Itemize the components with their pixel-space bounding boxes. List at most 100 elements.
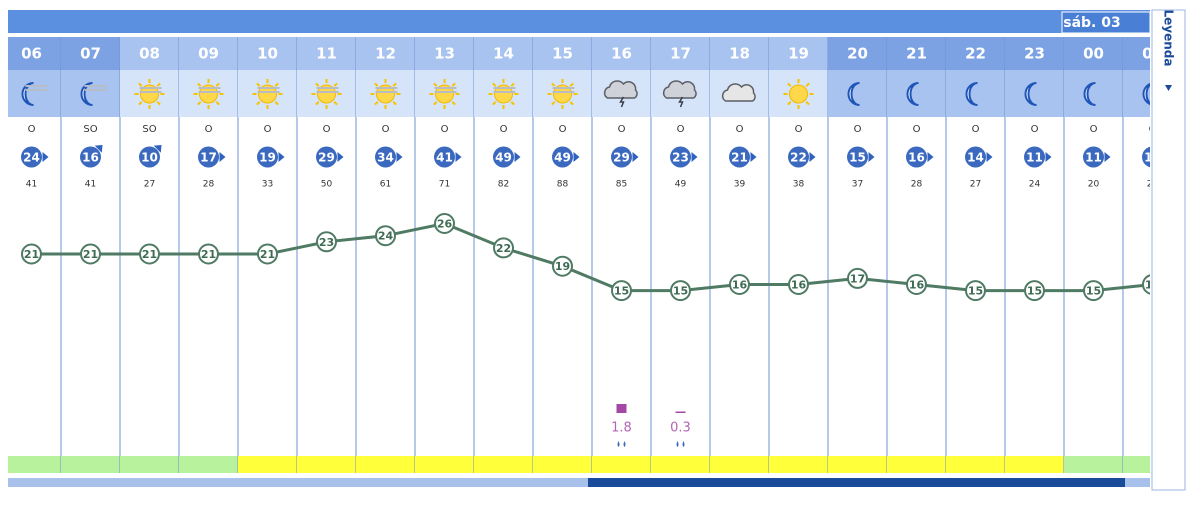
wind-gust: 71 xyxy=(439,180,450,190)
hour-label: 14 xyxy=(493,45,514,63)
sun xyxy=(317,84,336,104)
wind-direction: O xyxy=(28,124,36,135)
cloud xyxy=(662,80,697,99)
wind-direction: O xyxy=(913,124,921,135)
wind-direction: O xyxy=(795,124,803,135)
temperature-point xyxy=(493,237,514,259)
icon-cell xyxy=(828,70,887,117)
hour-cell xyxy=(61,37,120,70)
sun-ray xyxy=(138,82,143,87)
scrollbar-thumb[interactable] xyxy=(588,478,1125,487)
sun-ray xyxy=(333,82,338,87)
wind-direction: O xyxy=(441,124,449,135)
band xyxy=(238,456,297,473)
hour-column: 13 O 41 71 xyxy=(415,37,475,473)
precip-mark xyxy=(616,404,627,413)
hour-label: 11 xyxy=(316,45,337,63)
moon xyxy=(21,82,34,106)
wind-badge xyxy=(847,146,868,168)
wind-speed: 21 xyxy=(731,151,748,165)
legend-toggle[interactable] xyxy=(1165,85,1172,91)
weather-icon xyxy=(252,79,283,109)
hour-cell xyxy=(8,37,61,70)
band xyxy=(887,456,946,473)
temperature-value: 24 xyxy=(378,230,394,243)
band xyxy=(828,456,887,473)
wind-arrow xyxy=(455,152,462,162)
sun-ray xyxy=(433,101,438,106)
hour-cell xyxy=(828,37,887,70)
wind-speed: 16 xyxy=(82,151,99,165)
wind-arrow xyxy=(691,152,698,162)
wind-direction: O xyxy=(736,124,744,135)
weather-icon xyxy=(1083,82,1096,106)
sun-ray xyxy=(374,101,379,106)
top-bar xyxy=(8,10,1150,33)
hour-label: 10 xyxy=(257,45,278,63)
sun-ray xyxy=(374,82,379,87)
wind-arrow xyxy=(927,152,934,162)
temperature-value: 21 xyxy=(201,248,216,261)
wind-badge xyxy=(611,146,632,168)
icon-cell xyxy=(1064,70,1123,117)
weather-icon xyxy=(21,82,48,106)
legend-panel[interactable] xyxy=(1151,9,1186,491)
sun-ray xyxy=(156,101,161,106)
temperature-point xyxy=(965,280,986,302)
band xyxy=(651,456,710,473)
sun-ray xyxy=(197,101,202,106)
wind-badge xyxy=(316,146,337,168)
wind-direction: O xyxy=(559,124,567,135)
moon xyxy=(1083,82,1096,106)
hour-label: 01 xyxy=(1142,45,1163,63)
hour-column: 17 O 23 49 0.3 xyxy=(651,37,711,473)
wind-gust: 39 xyxy=(734,180,746,190)
wind-speed: 11 xyxy=(1026,151,1043,165)
temperature-value: 16 xyxy=(909,279,925,292)
temperature-point xyxy=(1142,274,1150,295)
sun-ray xyxy=(274,101,279,106)
sun-ray xyxy=(274,82,279,87)
wind-speed: 15 xyxy=(849,151,866,165)
sun-ray xyxy=(805,82,810,87)
hour-label: 12 xyxy=(375,45,396,63)
hour-label: 20 xyxy=(847,45,868,63)
band xyxy=(1064,456,1123,473)
temperature-value: 16 xyxy=(732,279,748,292)
temperature-value: 23 xyxy=(319,236,334,249)
temperature-value: 16 xyxy=(791,279,807,292)
wind-badge xyxy=(552,146,573,168)
wind-speed: 19 xyxy=(259,151,276,165)
weather-icon xyxy=(662,80,697,108)
hour-cell xyxy=(297,37,356,70)
hour-cell xyxy=(238,37,297,70)
legend-label[interactable]: Leyenda xyxy=(1162,10,1176,67)
wind-arrow xyxy=(750,152,757,162)
wind-direction: O xyxy=(677,124,685,135)
sun xyxy=(258,84,277,104)
wind-speed: 15 xyxy=(1144,151,1161,165)
sun-ray xyxy=(569,101,574,106)
band xyxy=(120,456,179,473)
wind-arrow xyxy=(337,152,344,162)
wind-arrow xyxy=(868,152,875,162)
wind-badge xyxy=(965,146,986,168)
sun-ray xyxy=(215,82,220,87)
hour-cell xyxy=(1005,37,1064,70)
hour-label: 09 xyxy=(198,45,219,63)
wind-gust: 25 xyxy=(1147,180,1158,190)
wind-arrow xyxy=(809,152,816,162)
temperature-value: 17 xyxy=(850,272,865,285)
temperature-point xyxy=(139,243,160,265)
band xyxy=(769,456,828,473)
wind-direction: O xyxy=(205,124,213,135)
wind-speed: 29 xyxy=(318,151,335,165)
sun xyxy=(199,84,218,104)
sun-ray xyxy=(451,101,456,106)
wind-badge xyxy=(1142,146,1150,168)
sun xyxy=(376,84,395,104)
temperature-value: 21 xyxy=(83,248,98,261)
band xyxy=(946,456,1005,473)
